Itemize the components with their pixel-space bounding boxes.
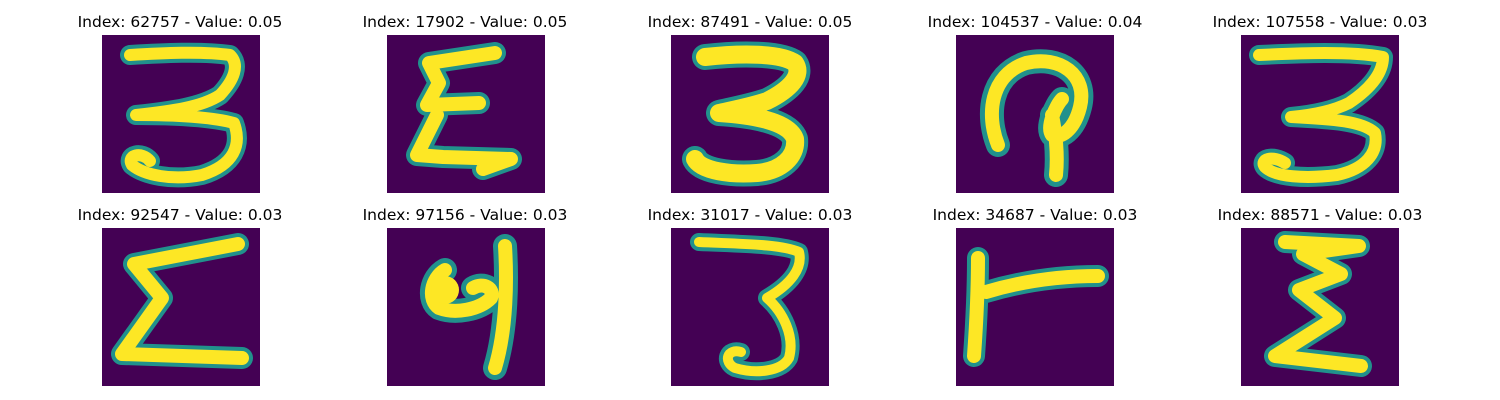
panel-6: Index: 92547 - Value: 0.03 — [30, 203, 330, 396]
panel-1: Index: 62757 - Value: 0.05 — [30, 10, 330, 203]
panel-2: Index: 17902 - Value: 0.05 — [315, 10, 615, 203]
digit-image — [387, 228, 545, 386]
digit-image — [102, 228, 260, 386]
panel-4: Index: 104537 - Value: 0.04 — [885, 10, 1185, 203]
panel-title: Index: 31017 - Value: 0.03 — [647, 206, 853, 224]
panel-title: Index: 87491 - Value: 0.05 — [647, 13, 853, 31]
panel-3: Index: 87491 - Value: 0.05 — [600, 10, 900, 203]
glyph-sigma-image — [102, 228, 260, 386]
panel-title: Index: 88571 - Value: 0.03 — [1217, 206, 1423, 224]
panel-title: Index: 107558 - Value: 0.03 — [1212, 13, 1428, 31]
glyph-3-image — [102, 35, 260, 193]
digit-image — [387, 35, 545, 193]
digit-image — [956, 228, 1114, 386]
panel-title: Index: 104537 - Value: 0.04 — [927, 13, 1143, 31]
digit-image — [1241, 228, 1399, 386]
glyph-t-image — [956, 228, 1114, 386]
panel-7: Index: 97156 - Value: 0.03 — [315, 203, 615, 396]
glyph-e-image — [387, 35, 545, 193]
panel-title: Index: 17902 - Value: 0.05 — [362, 13, 568, 31]
digit-image — [102, 35, 260, 193]
panel-title: Index: 92547 - Value: 0.03 — [77, 206, 283, 224]
glyph-3-image — [1241, 35, 1399, 193]
panel-8: Index: 31017 - Value: 0.03 — [600, 203, 900, 396]
digit-image — [1241, 35, 1399, 193]
glyph-nine-image — [387, 228, 545, 386]
panel-9: Index: 34687 - Value: 0.03 — [885, 203, 1185, 396]
glyph-3-image — [671, 35, 829, 193]
digit-image — [671, 35, 829, 193]
panel-10: Index: 88571 - Value: 0.03 — [1170, 203, 1470, 396]
digit-image — [956, 35, 1114, 193]
panel-title: Index: 34687 - Value: 0.03 — [932, 206, 1138, 224]
glyph-e-image — [1241, 228, 1399, 386]
glyph-3-image — [671, 228, 829, 386]
panel-title: Index: 62757 - Value: 0.05 — [77, 13, 283, 31]
panel-title: Index: 97156 - Value: 0.03 — [362, 206, 568, 224]
curved-glyph-image — [956, 35, 1114, 193]
digit-image — [671, 228, 829, 386]
panel-5: Index: 107558 - Value: 0.03 — [1170, 10, 1470, 203]
